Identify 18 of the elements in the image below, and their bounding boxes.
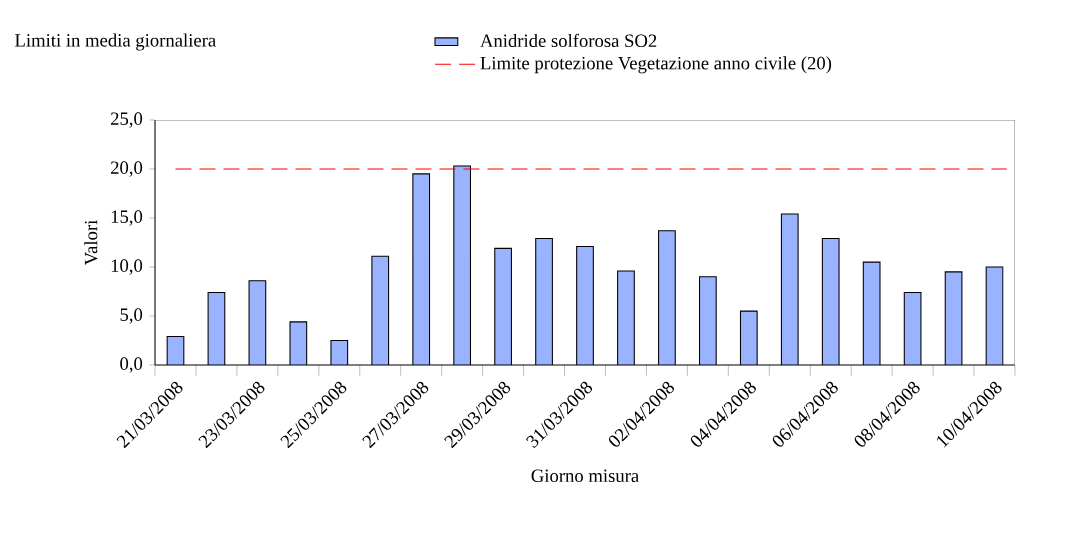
bar <box>494 248 512 365</box>
chart-title: Limiti in media giornaliera <box>15 33 216 51</box>
y-tick-label: 0,0 <box>120 357 143 373</box>
bar <box>576 246 594 365</box>
y-tick-label: 5,0 <box>120 308 143 324</box>
legend-label: Anidride solforosa SO2 <box>480 33 657 48</box>
bar <box>535 238 553 365</box>
bar <box>658 230 676 365</box>
legend-label: Limite protezione Vegetazione anno civile (20) <box>480 56 832 74</box>
y-tick-label: 20,0 <box>110 161 143 177</box>
y-tick-label: 25,0 <box>110 112 143 128</box>
bar <box>699 276 717 365</box>
y-tick-label: 10,0 <box>111 259 143 275</box>
bar <box>453 166 471 365</box>
y-axis-title: Valori <box>84 220 98 266</box>
y-tick-label: 15,0 <box>111 210 143 226</box>
bar <box>617 270 635 365</box>
x-axis-title: Giorno misura <box>531 469 639 483</box>
